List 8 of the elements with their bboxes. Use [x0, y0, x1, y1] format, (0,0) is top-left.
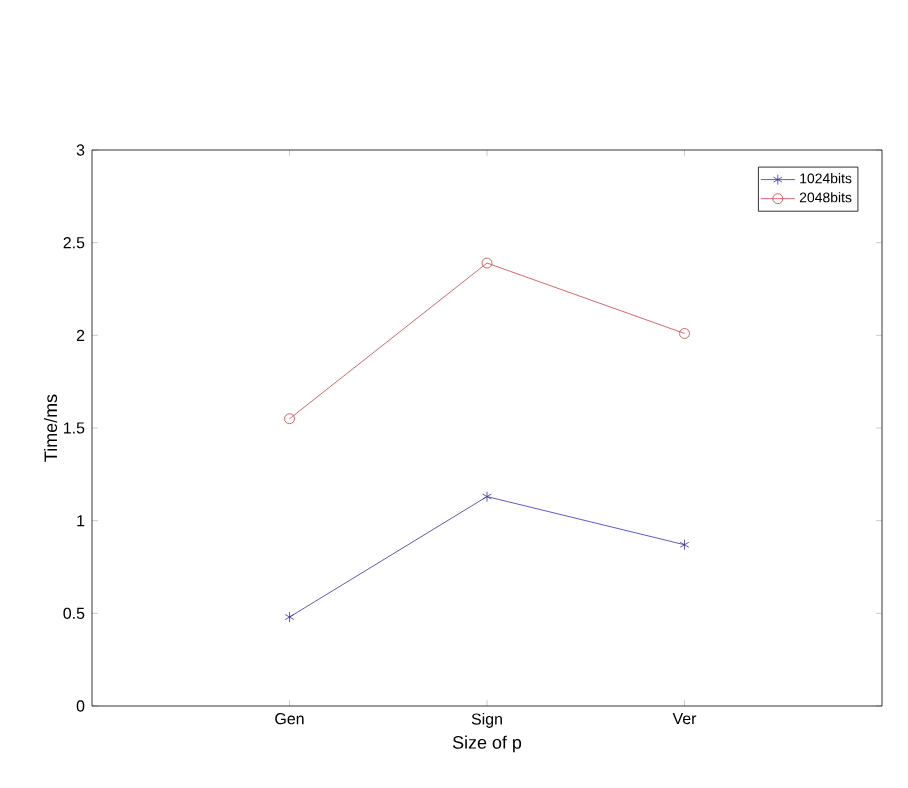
point [481, 257, 493, 269]
point [284, 611, 295, 623]
y-axis-title: Time/ms [43, 394, 58, 462]
point [482, 491, 492, 502]
point [679, 539, 690, 551]
point [284, 413, 295, 425]
x-axis-title: Size of p [452, 735, 522, 753]
point [679, 328, 690, 339]
